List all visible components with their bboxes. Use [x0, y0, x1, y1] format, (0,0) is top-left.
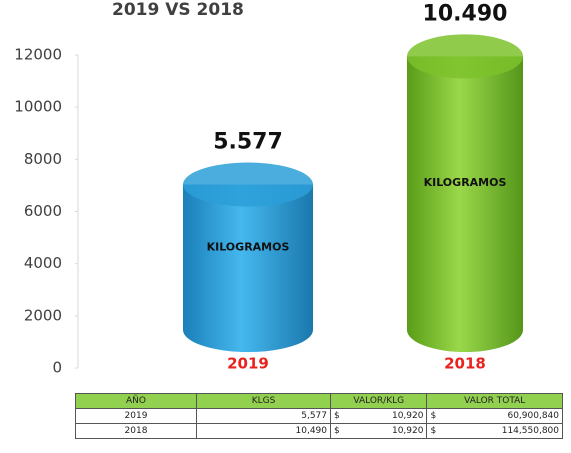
bar [183, 184, 313, 352]
cell: $ [330, 423, 345, 439]
series-label: KILOGRAMOS [424, 176, 507, 189]
cell: $ [330, 408, 345, 424]
x-tick-label: 2019 [227, 355, 269, 373]
cell: 114,550,800 [441, 423, 564, 439]
cell: $ [426, 408, 442, 424]
bar-top [183, 162, 313, 207]
table-row: 2018 10,490 $ 10,920 $ 114,550,800 [75, 423, 564, 439]
chart: 2019 VS 2018 0 2000 4000 6000 8000 10000 12000… [14, 0, 523, 377]
bar [407, 56, 523, 352]
y-tick-label: 8000 [24, 150, 62, 168]
cell: $ [426, 423, 442, 439]
cell: 2018 [75, 423, 197, 439]
y-tick-label: 12000 [14, 46, 62, 64]
cell: 10,490 [196, 423, 331, 439]
cell: 10,920 [345, 408, 428, 424]
table-row: 2019 5,577 $ 10,920 $ 60,900,840 [75, 408, 564, 424]
cell: 2019 [75, 408, 197, 424]
header-cell: VALOR TOTAL [426, 393, 563, 409]
value-label: 5.577 [213, 130, 283, 155]
cell: 5,577 [196, 408, 331, 424]
cell: 10,920 [345, 423, 428, 439]
data-table: AÑO KLGS VALOR/KLG VALOR TOTAL 2019 5,57… [75, 393, 564, 439]
x-tick-label: 2018 [444, 355, 486, 373]
header-cell: VALOR/KLG [329, 393, 428, 409]
header-cell: AÑO [75, 393, 197, 409]
y-tick-label: 0 [52, 359, 62, 377]
header-cell: KLGS [196, 393, 331, 409]
y-tick-label: 4000 [24, 254, 62, 272]
chart-title: 2019 VS 2018 [112, 0, 244, 20]
y-tick-label: 10000 [14, 98, 62, 116]
bar-top [407, 34, 523, 79]
y-tick-label: 2000 [24, 306, 62, 324]
series-label: KILOGRAMOS [207, 240, 290, 253]
cell: 60,900,840 [441, 408, 564, 424]
value-label: 10.490 [423, 1, 508, 26]
table-header: AÑO KLGS VALOR/KLG VALOR TOTAL [75, 393, 563, 409]
y-tick-label: 6000 [24, 202, 62, 220]
